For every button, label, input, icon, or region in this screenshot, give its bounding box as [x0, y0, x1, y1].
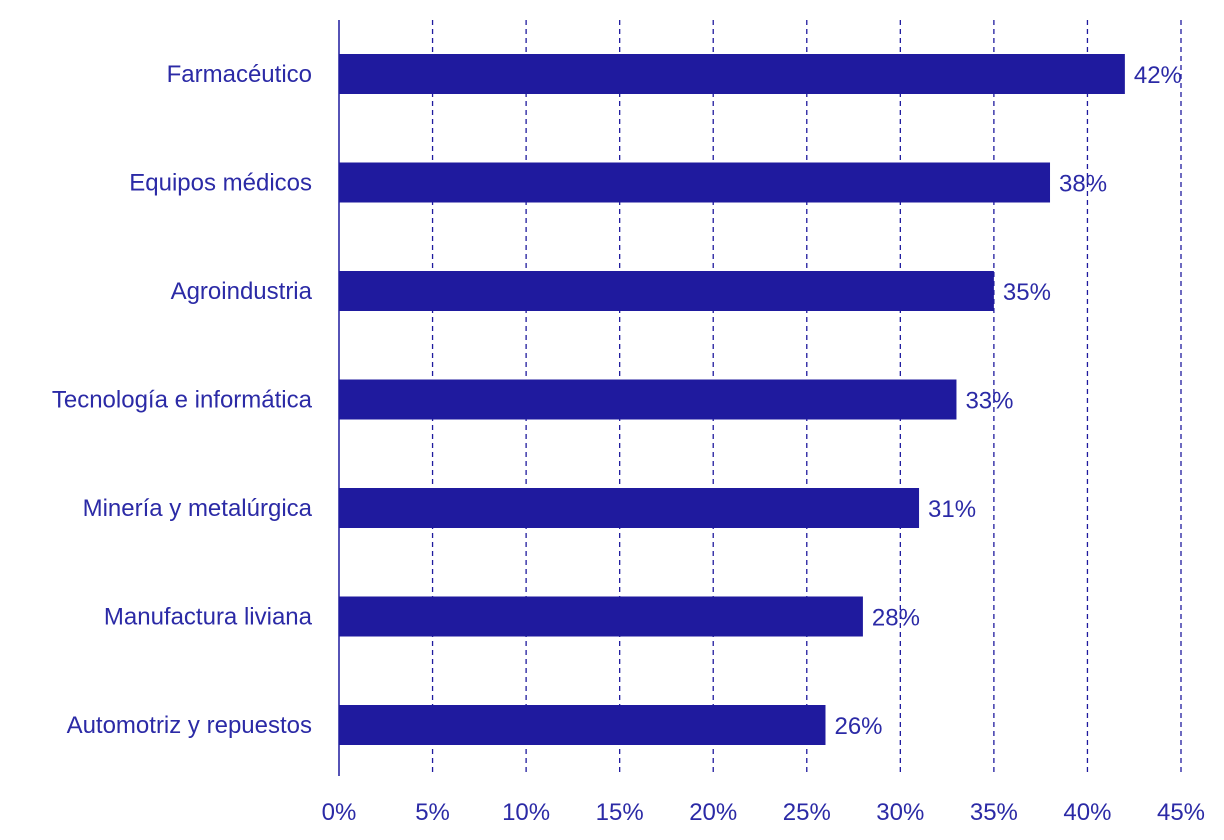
- category-label-3: Tecnología e informática: [52, 387, 313, 414]
- x-tick-label-8: 40%: [1063, 799, 1111, 826]
- category-label-0: Farmacéutico: [167, 61, 312, 88]
- x-tick-label-3: 15%: [596, 799, 644, 826]
- x-tick-label-9: 45%: [1157, 799, 1205, 826]
- value-label-5: 28%: [872, 605, 920, 632]
- category-label-2: Agroindustria: [171, 278, 313, 305]
- value-label-0: 42%: [1134, 62, 1182, 89]
- bar-3: [339, 379, 957, 420]
- x-tick-label-1: 5%: [415, 799, 450, 826]
- x-tick-label-5: 25%: [783, 799, 831, 826]
- category-label-6: Automotriz y repuestos: [67, 712, 312, 739]
- category-label-5: Manufactura liviana: [104, 604, 313, 631]
- category-labels: Farmacéutico Equipos médicos Agroindustria…: [52, 61, 313, 739]
- bar-2: [339, 271, 994, 311]
- value-label-3: 33%: [965, 388, 1013, 415]
- bar-5: [339, 596, 863, 637]
- bar-1: [339, 162, 1051, 203]
- x-tick-label-6: 30%: [876, 799, 924, 826]
- x-tick-label-2: 10%: [502, 799, 550, 826]
- bars-group: [339, 54, 1125, 745]
- bar-0: [339, 54, 1125, 94]
- x-tick-label-7: 35%: [970, 799, 1018, 826]
- bar-6: [339, 705, 826, 745]
- value-label-6: 26%: [834, 713, 882, 740]
- value-label-1: 38%: [1059, 171, 1107, 198]
- x-tick-label-4: 20%: [689, 799, 737, 826]
- value-label-2: 35%: [1003, 279, 1051, 306]
- x-tick-labels: 0% 5% 10% 15% 20% 25% 30% 35% 40% 45%: [322, 799, 1205, 826]
- x-tick-label-0: 0%: [322, 799, 357, 826]
- value-labels: 42% 38% 35% 33% 31% 28% 26%: [834, 62, 1181, 740]
- category-label-4: Minería y metalúrgica: [83, 495, 313, 522]
- value-label-4: 31%: [928, 496, 976, 523]
- bar-4: [339, 488, 920, 528]
- category-label-1: Equipos médicos: [129, 170, 312, 197]
